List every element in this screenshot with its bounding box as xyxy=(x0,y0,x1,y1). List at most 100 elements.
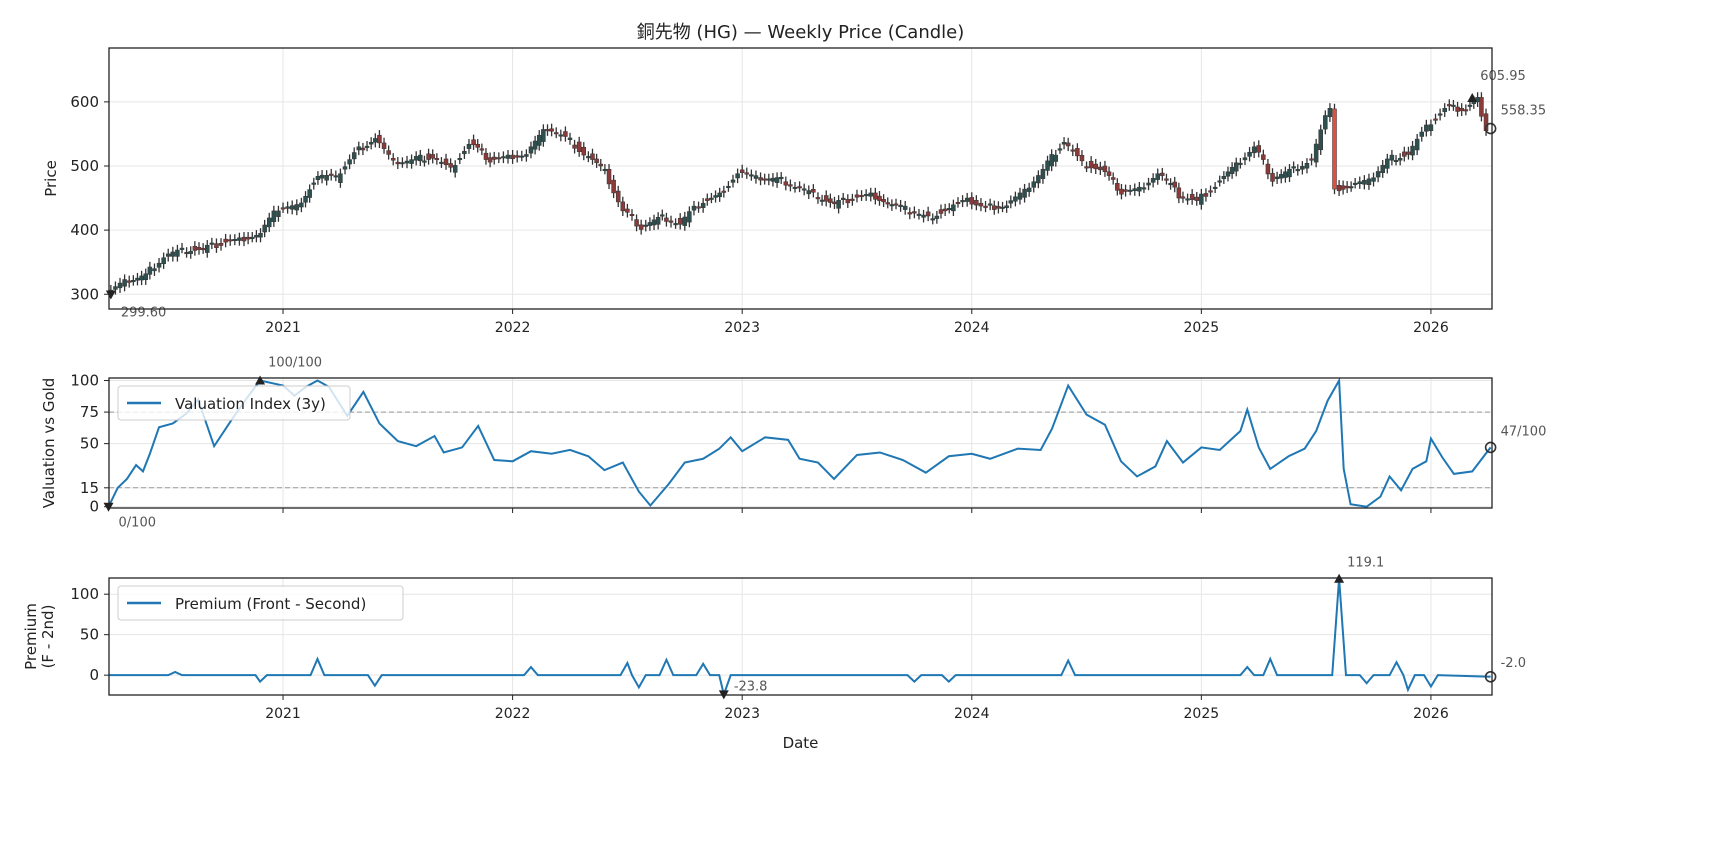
candle-body xyxy=(524,154,529,157)
candle-body xyxy=(1221,176,1227,180)
candle-body xyxy=(992,205,997,210)
candle-body xyxy=(1049,154,1054,167)
candle-body xyxy=(1036,175,1041,184)
candle-body xyxy=(545,129,550,132)
candle-body xyxy=(1093,163,1098,170)
candle-body xyxy=(1075,148,1080,157)
candle-body xyxy=(1203,193,1209,197)
candle-body xyxy=(1057,148,1063,151)
candle-body xyxy=(223,238,228,243)
candle-body xyxy=(620,201,626,212)
candle-body xyxy=(422,160,427,163)
x-axis-label: Date xyxy=(783,734,819,752)
candle-body xyxy=(1088,160,1094,169)
candle-body xyxy=(1137,186,1142,192)
legend: Valuation Index (3y) xyxy=(117,385,351,421)
candle-body xyxy=(147,266,153,275)
candle-body xyxy=(1402,151,1407,157)
candle-body xyxy=(328,173,334,176)
min-label: 0/100 xyxy=(119,516,156,531)
x-tick-label: 2026 xyxy=(1413,706,1449,722)
candle-body xyxy=(889,204,895,207)
candle-body xyxy=(553,132,559,135)
candle-body xyxy=(1194,196,1200,201)
candle-body xyxy=(955,201,961,204)
candle-body xyxy=(1366,178,1372,186)
candle-body xyxy=(505,154,511,159)
min-label: -23.8 xyxy=(734,679,768,694)
candle-body xyxy=(528,146,534,154)
chart-title: 銅先物 (HG) — Weekly Price (Candle) xyxy=(637,22,965,43)
candle-body xyxy=(139,275,144,281)
candle-body xyxy=(682,216,688,226)
candle-body xyxy=(687,211,692,223)
plot-frame xyxy=(108,577,1493,696)
candle-body xyxy=(192,246,198,251)
candle-body xyxy=(696,206,701,209)
y-tick-label: 600 xyxy=(70,93,99,111)
candle-body xyxy=(1247,151,1252,157)
candle-body xyxy=(1313,143,1319,163)
candle-body xyxy=(788,184,793,187)
candle-body xyxy=(625,208,630,213)
candle-body xyxy=(1251,146,1257,154)
candle-body xyxy=(974,200,979,206)
candle-body xyxy=(655,217,661,225)
candle-body xyxy=(373,138,378,143)
candle-body xyxy=(1261,154,1266,160)
y-tick-label: 50 xyxy=(80,435,99,453)
candle-body xyxy=(778,176,784,180)
candle-body xyxy=(356,146,362,151)
candle-body xyxy=(615,190,621,203)
candle-body xyxy=(898,204,903,207)
y-axis-label: (F - 2nd) xyxy=(39,605,57,669)
candle-body xyxy=(549,128,554,132)
candle-body xyxy=(1274,176,1280,180)
y-tick-label: 100 xyxy=(70,372,99,390)
candle-body xyxy=(1393,159,1399,162)
x-tick-label: 2022 xyxy=(495,320,531,336)
candle-body xyxy=(1079,155,1085,162)
candle-body xyxy=(762,178,767,181)
y-axis-label: Price xyxy=(42,160,60,197)
candle-body xyxy=(1040,168,1046,179)
candle-body xyxy=(1270,173,1275,182)
candle-body xyxy=(1172,181,1177,188)
candle-body xyxy=(117,282,123,289)
candle-body xyxy=(179,247,185,250)
candle-body xyxy=(501,156,506,159)
y-axis-label: Valuation vs Gold xyxy=(40,378,58,509)
candle-body xyxy=(196,247,202,250)
x-tick-label: 2021 xyxy=(265,706,301,722)
candle-body xyxy=(448,163,453,168)
candle-body xyxy=(152,268,157,272)
x-tick-label: 2023 xyxy=(724,706,760,722)
candle-body xyxy=(175,249,180,257)
candle-body xyxy=(863,194,869,197)
candle-body xyxy=(1242,157,1248,161)
candle-body xyxy=(598,163,604,167)
candle-body xyxy=(241,236,247,242)
candle-body xyxy=(873,192,878,200)
candle-body xyxy=(303,196,308,203)
candle-body xyxy=(126,280,132,283)
candle-body xyxy=(1424,124,1429,132)
x-tick-label: 2023 xyxy=(724,320,760,336)
candle-body xyxy=(576,141,582,152)
plot-frame xyxy=(108,47,1493,310)
x-tick-label: 2022 xyxy=(495,706,531,722)
candle-body xyxy=(969,197,975,205)
candle-body xyxy=(1180,196,1186,199)
candle-body xyxy=(161,257,166,265)
candle-body xyxy=(664,217,669,222)
candle-body xyxy=(1323,115,1328,130)
x-tick-label: 2025 xyxy=(1184,320,1220,336)
candle-body xyxy=(487,157,493,163)
candle-body xyxy=(1045,160,1050,171)
candle-body xyxy=(572,144,577,149)
candle-body xyxy=(307,189,312,198)
candle-body xyxy=(859,195,864,198)
candle-body xyxy=(1340,185,1346,190)
